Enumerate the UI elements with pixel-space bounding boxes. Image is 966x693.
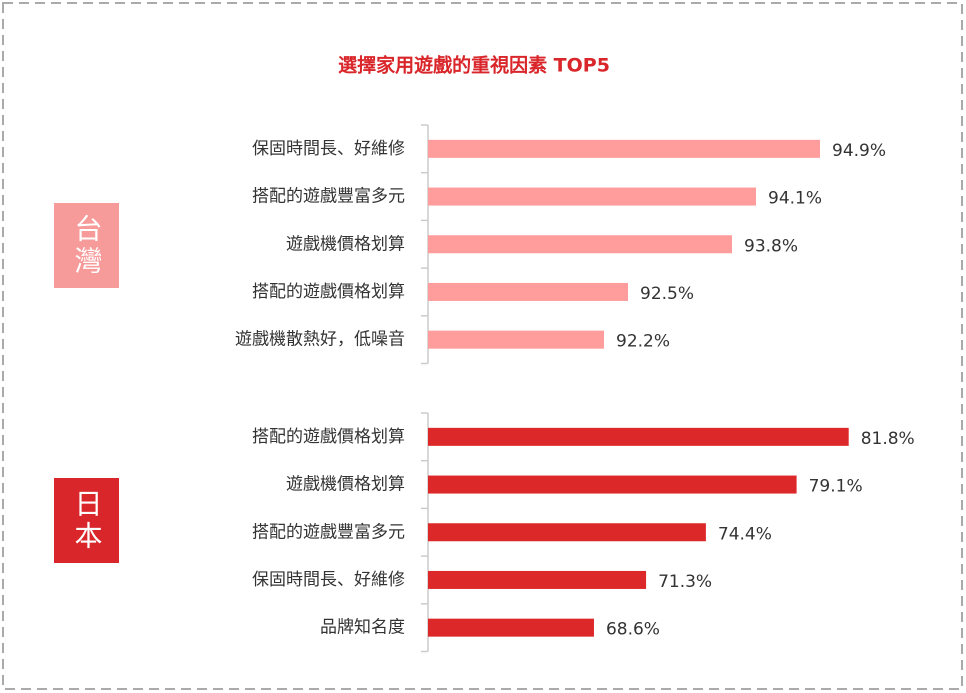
category-label: 遊戲機散熱好，低噪音 xyxy=(235,330,405,350)
category-label: 搭配的遊戲價格划算 xyxy=(252,427,405,447)
category-label: 品牌知名度 xyxy=(320,618,405,638)
category-label: 遊戲機價格划算 xyxy=(286,234,405,254)
value-label: 81.8% xyxy=(861,429,915,449)
category-label: 搭配的遊戲價格划算 xyxy=(252,282,405,302)
bar xyxy=(428,282,628,301)
bar xyxy=(428,330,604,349)
bar xyxy=(428,427,849,446)
bar xyxy=(428,187,756,206)
value-label: 71.3% xyxy=(658,572,712,592)
bar xyxy=(428,475,797,494)
bar xyxy=(428,235,732,254)
category-label: 搭配的遊戲豐富多元 xyxy=(252,522,405,542)
category-label: 搭配的遊戲豐富多元 xyxy=(252,187,405,207)
chart-title: 選擇家用遊戲的重視因素 TOP5 xyxy=(338,54,610,77)
value-label: 92.5% xyxy=(640,284,694,304)
group-label: 日本 xyxy=(54,478,119,563)
value-label: 74.4% xyxy=(718,524,772,544)
category-label: 保固時間長、好維修 xyxy=(252,570,405,590)
category-label: 保固時間長、好維修 xyxy=(252,139,405,159)
category-label: 遊戲機價格划算 xyxy=(286,475,405,495)
value-label: 93.8% xyxy=(744,236,798,256)
group-label: 台灣 xyxy=(54,203,119,288)
value-label: 94.9% xyxy=(832,141,886,161)
bar xyxy=(428,523,706,542)
value-label: 79.1% xyxy=(809,477,863,497)
value-label: 68.6% xyxy=(606,620,660,640)
bar xyxy=(428,139,820,158)
value-label: 92.2% xyxy=(616,332,670,352)
value-label: 94.1% xyxy=(768,189,822,209)
bar xyxy=(428,618,594,637)
bar xyxy=(428,570,647,589)
